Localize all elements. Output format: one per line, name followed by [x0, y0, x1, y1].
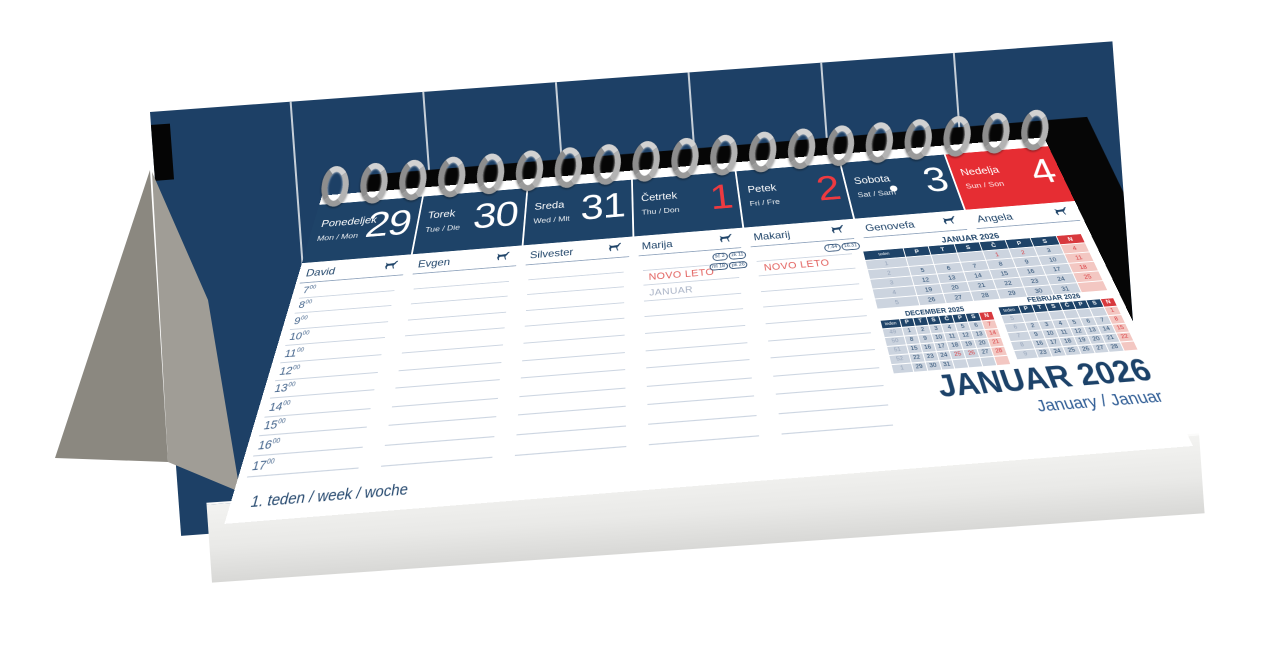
day-name-block: Nedelja Sun / Son — [959, 165, 1006, 191]
capricorn-icon — [606, 241, 621, 254]
name-day: Evgen — [417, 255, 451, 270]
day-name-intl: Wed / Mit — [533, 214, 570, 226]
day-header: Sreda Wed / Mit 31 — [523, 179, 633, 246]
day-name: Torek — [426, 208, 457, 221]
shadow-corner — [150, 123, 175, 181]
moon-phase-badges: šč 3 zk 11 ml 18 pk 26 — [707, 248, 749, 271]
time-label: 800 — [297, 299, 313, 312]
time-label: 1000 — [287, 330, 310, 344]
day-name-intl: Tue / Die — [424, 223, 461, 235]
sun-time-badge: 16.31 — [840, 241, 861, 251]
day-header: Ponedeljek Mon / Mon 29 — [301, 196, 422, 264]
moon-phase-badge: pk 26 — [728, 260, 749, 270]
time-label: 1100 — [283, 347, 305, 361]
sun-time-badge: 7.44 — [823, 243, 841, 252]
day-body — [505, 257, 637, 464]
moon-phase-badge: šč 3 — [711, 252, 728, 261]
day-name-intl: Fri / Fre — [749, 197, 781, 209]
capricorn-icon — [828, 223, 846, 235]
time-label: 1700 — [250, 458, 276, 474]
name-day: Marija — [641, 238, 673, 252]
moon-phase-badge: ml 18 — [708, 262, 729, 271]
capricorn-icon — [494, 250, 510, 263]
capricorn-icon — [381, 259, 399, 272]
sun-times-badges: 7.44 16.31 — [822, 239, 861, 252]
day-name: Sreda — [534, 199, 565, 213]
day-header: Sobota Sat / Sam 3 — [841, 154, 965, 219]
capricorn-icon — [1050, 205, 1070, 217]
day-name-block: Sreda Wed / Mit — [533, 199, 570, 226]
day-name: Petek — [746, 182, 778, 195]
time-label: 1500 — [261, 418, 286, 434]
day-number: 30 — [470, 193, 520, 237]
time-label: 1400 — [267, 400, 292, 415]
moon-phase-badge: zk 11 — [728, 250, 747, 260]
time-label: 700 — [301, 284, 317, 296]
day-name-block: Torek Tue / Die — [424, 208, 463, 235]
day-name-intl: Thu / Don — [641, 205, 680, 218]
day-name-block: Petek Fri / Fre — [747, 182, 781, 208]
name-day: Genovefa — [863, 218, 917, 234]
day-name-block: Četrtek Thu / Don — [641, 190, 680, 217]
day-header: Petek Fri / Fre 2 — [736, 162, 854, 228]
day-header: Torek Tue / Die 30 — [412, 188, 527, 255]
day-number: 31 — [580, 185, 626, 228]
name-day: Makarij — [752, 228, 791, 243]
time-label: 1300 — [272, 381, 296, 396]
capricorn-icon — [939, 214, 958, 226]
day-name: Četrtek — [640, 190, 678, 204]
day-number: 2 — [812, 168, 844, 209]
name-day: David — [304, 265, 337, 280]
day-name: Sobota — [852, 173, 892, 187]
day-name: Nedelja — [958, 164, 1001, 178]
full-moon-icon — [889, 185, 899, 192]
time-label: 900 — [292, 315, 309, 327]
capricorn-icon — [717, 232, 733, 244]
day-header: Četrtek Thu / Don 1 — [632, 171, 743, 237]
day-columns: Ponedeljek Mon / Mon 29 David 700 800 900 1000 1… — [234, 146, 1179, 491]
time-label: 1600 — [256, 438, 281, 453]
day-name-intl: Sun / Son — [964, 179, 1006, 191]
day-number: 29 — [361, 202, 415, 246]
day-column-3: Sreda Wed / Mit 31 Silvester — [502, 179, 638, 470]
month-label: JANUAR — [649, 284, 694, 299]
time-label: 1200 — [278, 364, 301, 378]
day-number: 1 — [707, 176, 735, 217]
name-day: Silvester — [529, 246, 574, 261]
name-day: Angela — [975, 210, 1015, 225]
